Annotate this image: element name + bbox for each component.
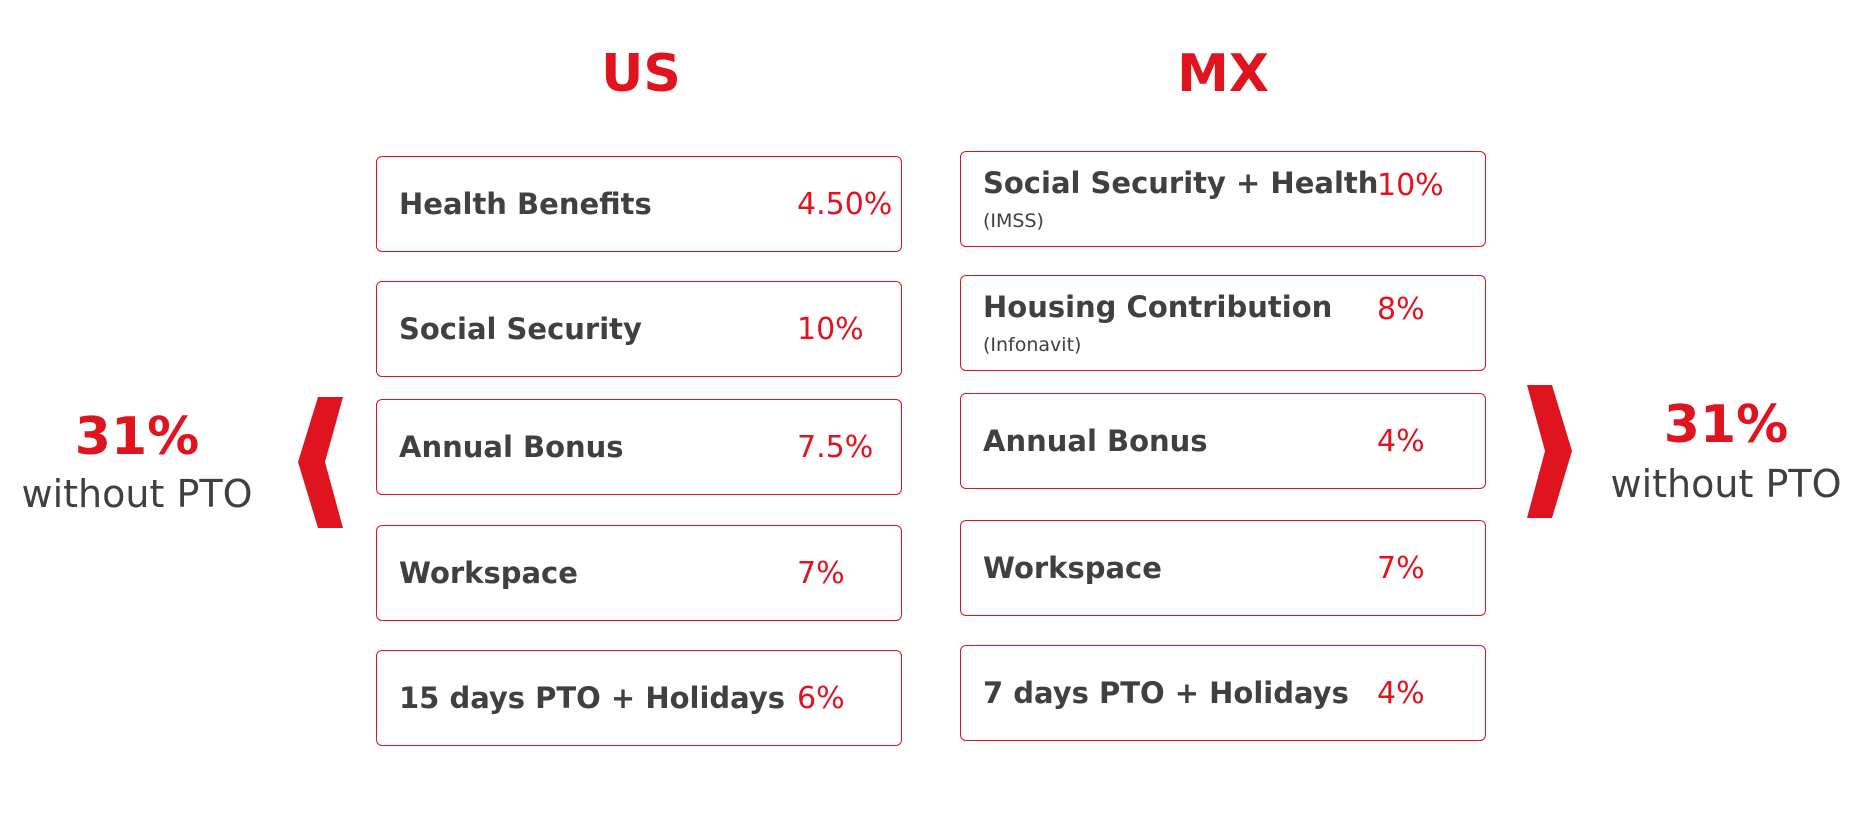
benefit-card: 15 days PTO + Holidays 6% [376,650,902,746]
benefit-card: Social Security + Health (IMSS) 10% [960,151,1486,247]
us-title: US [601,44,681,104]
benefit-label: Social Security [399,312,642,346]
benefit-card: 7 days PTO + Holidays 4% [960,645,1486,741]
right-chevron [1527,385,1572,518]
benefit-percent: 8% [1377,292,1425,327]
us-summary-label: without PTO [21,472,253,516]
left-chevron [298,397,343,528]
benefit-percent: 4.50% [797,187,893,222]
benefit-label: Annual Bonus [399,430,624,464]
benefit-note: (Infonavit) [983,334,1082,356]
benefit-label: 7 days PTO + Holidays [983,676,1349,710]
benefit-percent: 10% [797,312,864,347]
benefit-label: 15 days PTO + Holidays [399,681,786,715]
benefit-card: Social Security 10% [376,281,902,377]
mx-title: MX [1177,44,1269,104]
benefit-label: Annual Bonus [983,424,1208,458]
benefit-percent: 7% [797,556,845,591]
benefit-percent: 10% [1377,168,1444,203]
benefit-card: Workspace 7% [960,520,1486,616]
benefit-label: Workspace [399,556,578,590]
benefit-percent: 7.5% [797,430,874,465]
benefit-percent: 4% [1377,424,1425,459]
benefit-note: (IMSS) [983,210,1044,232]
benefit-label: Housing Contribution [983,290,1333,324]
benefit-label: Health Benefits [399,187,652,221]
benefit-card: Health Benefits 4.50% [376,156,902,252]
benefit-card: Annual Bonus 4% [960,393,1486,489]
benefit-percent: 6% [797,681,845,716]
benefit-label: Workspace [983,551,1162,585]
benefit-card: Housing Contribution (Infonavit) 8% [960,275,1486,371]
benefit-percent: 4% [1377,676,1425,711]
benefit-percent: 7% [1377,551,1425,586]
benefit-card: Annual Bonus 7.5% [376,399,902,495]
mx-summary-value: 31% [1663,395,1789,455]
mx-summary-label: without PTO [1610,462,1842,506]
benefit-card: Workspace 7% [376,525,902,621]
us-summary-value: 31% [74,407,200,467]
benefit-label: Social Security + Health [983,166,1379,200]
